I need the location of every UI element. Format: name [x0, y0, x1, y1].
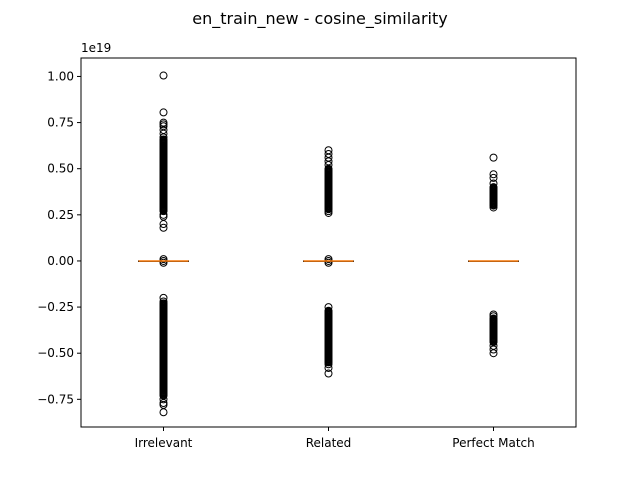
outlier-point [489, 349, 498, 358]
outlier-point [159, 223, 168, 232]
outlier-point [159, 293, 168, 302]
outlier-point [489, 173, 498, 182]
x-tick-label: Irrelevant [135, 436, 193, 450]
outlier-point [159, 408, 168, 417]
box-group-related [303, 146, 354, 378]
y-axis-exponent-label: 1e19 [81, 41, 111, 55]
y-tick-label: −0.25 [37, 300, 74, 314]
outlier-point [159, 258, 168, 267]
outlier-point [324, 258, 333, 267]
outlier-point [324, 157, 333, 166]
outlier-point [159, 129, 168, 138]
outlier-point [324, 363, 333, 372]
outlier-point [324, 208, 333, 217]
y-tick-label: 0.50 [47, 162, 74, 176]
outlier-point [489, 170, 498, 179]
x-tick-label: Related [306, 436, 352, 450]
outlier-point [159, 220, 168, 229]
x-tick-label: Perfect Match [452, 436, 534, 450]
box-group-irrelevant [138, 71, 189, 417]
y-tick-label: −0.75 [37, 392, 74, 406]
outlier-point [324, 306, 333, 315]
outlier-point [159, 71, 168, 80]
outlier-point [489, 179, 498, 188]
y-tick-label: 0.00 [47, 254, 74, 268]
box-group-perfect-match [468, 153, 519, 358]
outlier-point [489, 312, 498, 321]
chart-title: en_train_new - cosine_similarity [192, 9, 447, 29]
outlier-point [324, 369, 333, 378]
plot-area [138, 71, 519, 417]
outlier-point [489, 203, 498, 212]
y-tick-label: −0.50 [37, 346, 74, 360]
outlier-point [324, 161, 333, 170]
outlier-point [489, 345, 498, 354]
outlier-point [159, 135, 168, 144]
outlier-point [324, 360, 333, 369]
y-tick-label: 0.25 [47, 208, 74, 222]
outlier-point [159, 297, 168, 306]
outlier-point [324, 303, 333, 312]
outlier-point [159, 395, 168, 404]
y-tick-label: 1.00 [47, 69, 74, 83]
outlier-point [489, 183, 498, 192]
outlier-point [159, 133, 168, 142]
y-tick-label: 0.75 [47, 116, 74, 130]
outlier-point [489, 153, 498, 162]
outlier-point [159, 108, 168, 117]
outlier-point [489, 314, 498, 323]
